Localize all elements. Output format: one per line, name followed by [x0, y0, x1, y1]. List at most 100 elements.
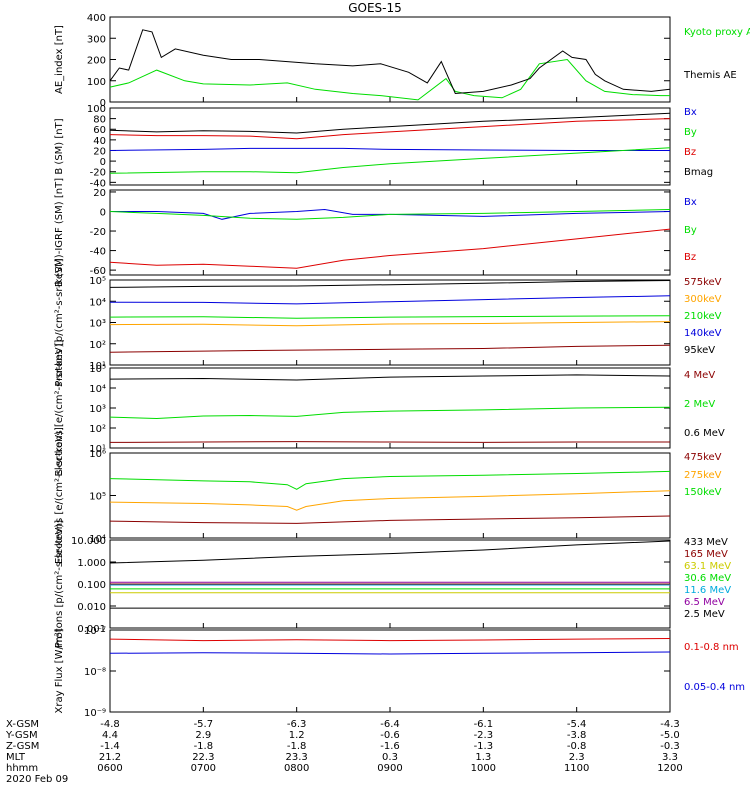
panel-8-series-0-1-0-8-nm: [109, 638, 671, 642]
panel-7-legend-433-mev: 433 MeV: [684, 537, 728, 548]
footer-cell: -5.0: [660, 730, 680, 741]
footer-cell: 22.3: [192, 752, 214, 763]
panel-1-legend-themis-ae: Themis AE: [683, 70, 737, 81]
footer-cell: 23.3: [286, 752, 308, 763]
panel-7-legend-63-1-mev: 63.1 MeV: [684, 561, 731, 572]
panel-4-series-140kev: [109, 295, 671, 305]
footer-row-label: hhmm: [6, 763, 38, 774]
footer-cell: -5.7: [194, 719, 214, 730]
panel-7-legend-165-mev: 165 MeV: [684, 549, 728, 560]
footer-cell: -4.3: [660, 719, 680, 730]
panel-4-ytick-label: 10³: [89, 319, 106, 330]
footer-cell: 0.3: [382, 752, 398, 763]
panel-1-ytick-label: 0: [100, 98, 106, 109]
panel-1-series-themis-ae: [109, 29, 671, 95]
panel-4-ytick-label: 10¹: [89, 361, 106, 372]
panel-6-legend-150kev: 150keV: [684, 487, 722, 498]
panel-2-ytick-label: 0: [100, 157, 106, 168]
panel-1-legend-kyoto-proxy-ae: Kyoto proxy AE: [684, 27, 750, 38]
panel-6-series-150kev: [109, 470, 671, 490]
panel-7-ytick-label: 10.000: [71, 536, 106, 547]
panel-4-ylabel: Protons [p/(cm²-s-sr-keV)]: [54, 258, 65, 386]
footer-cell: -1.6: [380, 741, 400, 752]
panel-8-ylabel: Xray Flux [W/m²]: [54, 628, 65, 713]
footer-cell: 1100: [564, 763, 589, 774]
footer-row-label: Z-GSM: [6, 741, 39, 752]
panel-4-series-300kev: [109, 321, 671, 327]
footer-cell: -0.6: [380, 730, 400, 741]
panel-7-legend-6-5-mev: 6.5 MeV: [684, 597, 725, 608]
footer-row-label: X-GSM: [6, 719, 39, 730]
panel-3-ylabel: B (SM)-IGRF (SM) [nT]: [54, 178, 65, 287]
footer-cell: 0900: [377, 763, 402, 774]
panel-8-ytick-label: 10⁻⁸: [84, 667, 106, 678]
panel-4-legend-140kev: 140keV: [684, 328, 722, 339]
panel-3-series-by: [109, 209, 671, 220]
panel-4-legend-95kev: 95keV: [684, 345, 715, 356]
panel-8-legend-0-1-0-8-nm: 0.1-0.8 nm: [684, 642, 739, 653]
footer-cell: -6.1: [474, 719, 494, 730]
figure-title: GOES-15: [348, 1, 402, 15]
panel-5-series-0-6-mev: [109, 374, 671, 381]
panel-2-ytick-label: 60: [93, 125, 106, 136]
panel-3-ytick-label: 20: [93, 188, 106, 199]
footer-cell: -0.3: [660, 741, 680, 752]
panel-7-ytick-label: 0.010: [77, 602, 106, 613]
panel-5-legend-0-6-mev: 0.6 MeV: [684, 428, 725, 439]
footer-cell: 1200: [657, 763, 682, 774]
panel-5-ytick-label: 10³: [89, 404, 106, 415]
panel-3-legend-bz: Bz: [684, 252, 696, 263]
panel-3-legend-by: By: [684, 225, 697, 236]
footer-cell: 2.9: [195, 730, 211, 741]
panel-6-series-275kev: [109, 490, 671, 511]
panel-3-ytick-label: -40: [90, 247, 106, 258]
panel-5-ylabel: Electrons [e/(cm²-s-sr-keV)]: [54, 339, 65, 476]
footer-cell: -5.4: [567, 719, 587, 730]
panel-8-ytick-label: 10⁻⁹: [84, 708, 106, 719]
footer-row-label: MLT: [6, 752, 26, 763]
panel-4-legend-210kev: 210keV: [684, 311, 722, 322]
panel-1-series-kyoto-proxy-ae: [109, 58, 670, 101]
panel-5-ytick-label: 10¹: [89, 444, 106, 455]
footer-cell: 1000: [471, 763, 496, 774]
panel-5-legend-2-mev: 2 MeV: [684, 399, 715, 410]
footer-cell: -1.3: [474, 741, 494, 752]
panel-2-ytick-label: -20: [90, 168, 106, 179]
panel-3-legend-bx: Bx: [684, 197, 697, 208]
panel-4-legend-575kev: 575keV: [684, 277, 722, 288]
panel-3-ytick-label: -60: [90, 266, 106, 277]
footer-cell: -2.3: [474, 730, 494, 741]
panel-2-series-bmag: [109, 112, 671, 134]
panel-2-series-by: [109, 147, 671, 174]
panel-6-ytick-label: 10⁴: [89, 534, 106, 545]
panel-1-ytick-label: 100: [87, 77, 106, 88]
panel-2-legend-bz: Bz: [684, 147, 696, 158]
panel-5-series-2-mev: [109, 406, 671, 420]
panel-5-series-4-mev: [109, 441, 670, 443]
panel-2-legend-bmag: Bmag: [684, 167, 713, 178]
panel-5-ytick-label: 10²: [89, 424, 106, 435]
panel-5-ytick-label: 10⁵: [89, 364, 106, 375]
panel-2-ytick-label: 40: [93, 136, 106, 147]
panel-2-legend-bx: Bx: [684, 107, 697, 118]
panel-4-ytick-label: 10⁵: [89, 276, 106, 287]
panel-6-ytick-label: 10⁶: [89, 449, 106, 460]
panel-5-legend-4-mev: 4 MeV: [684, 370, 715, 381]
panel-5-ytick-label: 10⁴: [89, 384, 106, 395]
panel-6-ytick-label: 10⁵: [89, 492, 106, 503]
panel-8-frame: [109, 629, 671, 713]
panel-2-ytick-label: 80: [93, 115, 106, 126]
panel-8-legend-0-05-0-4-nm: 0.05-0.4 nm: [684, 682, 745, 693]
panel-4-ytick-label: 10⁴: [89, 297, 106, 308]
panel-2-legend-by: By: [684, 127, 697, 138]
panel-8-ytick-label: 10⁻⁷: [84, 626, 106, 637]
panel-4-ytick-label: 10²: [89, 340, 106, 351]
footer-cell: 3.3: [662, 752, 678, 763]
footer-cell: 4.4: [102, 730, 118, 741]
panel-6-frame: [109, 452, 671, 539]
footer-cell: -6.3: [287, 719, 307, 730]
panel-4-legend-300kev: 300keV: [684, 294, 722, 305]
panel-7-legend-30-6-mev: 30.6 MeV: [684, 573, 731, 584]
